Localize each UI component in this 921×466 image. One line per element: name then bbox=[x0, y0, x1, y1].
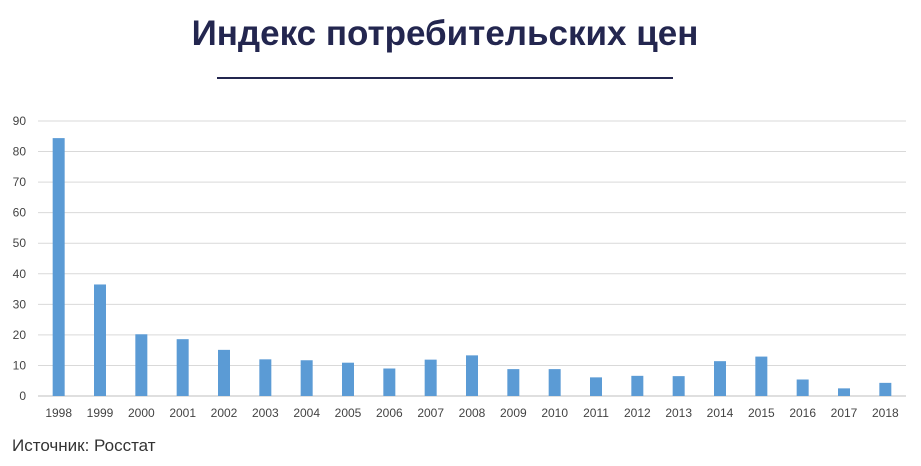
bar bbox=[838, 388, 850, 396]
x-tick-label: 2016 bbox=[789, 406, 816, 420]
y-tick-label: 40 bbox=[13, 267, 27, 281]
y-tick-label: 80 bbox=[13, 145, 27, 159]
y-tick-label: 50 bbox=[13, 236, 27, 250]
y-tick-label: 0 bbox=[19, 389, 26, 403]
bar bbox=[590, 377, 602, 396]
y-tick-label: 10 bbox=[13, 358, 27, 372]
x-tick-label: 2003 bbox=[252, 406, 279, 420]
bar bbox=[218, 349, 230, 396]
x-tick-label: 2013 bbox=[665, 406, 692, 420]
x-tick-label: 2015 bbox=[748, 406, 775, 420]
x-tick-label: 2005 bbox=[335, 406, 362, 420]
y-tick-label: 90 bbox=[13, 114, 27, 128]
bar bbox=[259, 359, 272, 396]
bar bbox=[796, 379, 809, 396]
y-tick-label: 60 bbox=[13, 206, 27, 220]
source-note: Источник: Росстат bbox=[12, 436, 156, 455]
x-tick-label: 2008 bbox=[459, 406, 486, 420]
x-tick-label: 2004 bbox=[293, 406, 320, 420]
x-tick-label: 2017 bbox=[831, 406, 858, 420]
x-tick-label: 1999 bbox=[87, 406, 114, 420]
bar bbox=[507, 369, 520, 396]
bar bbox=[383, 368, 396, 396]
x-tick-label: 1998 bbox=[45, 406, 72, 420]
y-tick-label: 20 bbox=[13, 328, 27, 342]
bar bbox=[135, 334, 148, 396]
x-tick-label: 2001 bbox=[169, 406, 196, 420]
x-tick-label: 2012 bbox=[624, 406, 651, 420]
x-tick-label: 2010 bbox=[541, 406, 568, 420]
x-tick-label: 2011 bbox=[583, 406, 609, 420]
bar bbox=[672, 376, 685, 396]
bar bbox=[94, 284, 106, 396]
bar bbox=[176, 339, 189, 396]
y-tick-label: 30 bbox=[13, 297, 27, 311]
x-tick-label: 2000 bbox=[128, 406, 155, 420]
bar bbox=[879, 382, 892, 396]
bar bbox=[342, 362, 354, 396]
y-tick-label: 70 bbox=[13, 175, 27, 189]
chart-title: Индекс потребительских цен bbox=[191, 14, 699, 53]
x-tick-label: 2018 bbox=[872, 406, 899, 420]
bar bbox=[466, 355, 478, 396]
x-tick-label: 2006 bbox=[376, 406, 403, 420]
bar bbox=[300, 360, 313, 396]
x-tick-label: 2002 bbox=[211, 406, 238, 420]
x-tick-label: 2009 bbox=[500, 406, 527, 420]
bar bbox=[424, 359, 437, 396]
x-tick-label: 2014 bbox=[707, 406, 734, 420]
bar bbox=[631, 375, 644, 396]
bar bbox=[52, 138, 65, 396]
bar bbox=[755, 356, 768, 396]
title-underline bbox=[217, 77, 673, 79]
x-tick-label: 2007 bbox=[417, 406, 444, 420]
bar bbox=[548, 369, 561, 396]
bar bbox=[714, 361, 726, 396]
